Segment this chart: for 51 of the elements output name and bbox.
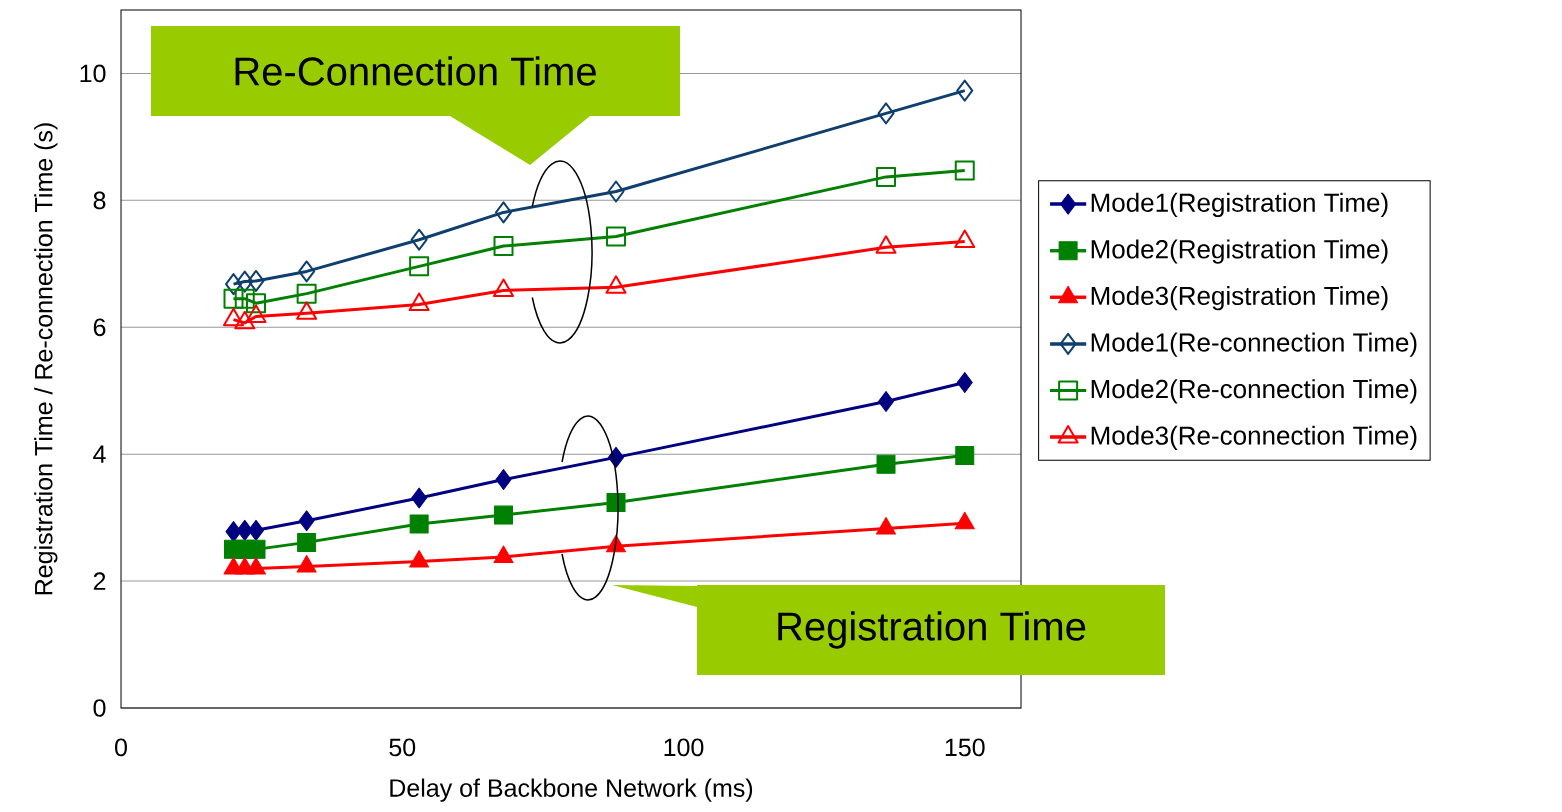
point	[956, 371, 973, 393]
point	[606, 226, 627, 247]
x-tick-label: 50	[389, 738, 416, 757]
point	[493, 236, 514, 257]
point	[956, 79, 974, 102]
point	[236, 519, 253, 541]
point	[409, 256, 430, 277]
point	[876, 454, 896, 474]
point	[494, 505, 514, 525]
point	[495, 469, 512, 491]
point	[246, 539, 266, 559]
point	[410, 228, 428, 251]
point	[955, 445, 975, 465]
x-tick-label: 150	[945, 738, 985, 757]
y-tick-label: 10	[80, 64, 106, 83]
y-tick-label: 8	[93, 191, 106, 210]
point	[878, 391, 895, 413]
point	[298, 260, 316, 283]
legend-label: Mode2(Registration Time)	[1091, 239, 1388, 264]
point	[411, 487, 428, 509]
annotation: Re-Connection Time	[235, 56, 596, 86]
point	[607, 180, 625, 203]
point	[495, 201, 513, 224]
point	[236, 270, 254, 293]
annotation: Registration Time	[778, 611, 1086, 649]
point	[246, 293, 267, 314]
y-axis-title: Registration Time / Re-connection Time (s)	[34, 123, 58, 595]
y-tick-label: 6	[93, 318, 106, 337]
y-tick-label: 2	[93, 572, 106, 590]
point	[234, 288, 255, 309]
y-tick-label: 0	[93, 699, 106, 717]
point	[296, 283, 317, 304]
legend-label: Mode3(Re-connection Time)	[1091, 425, 1417, 450]
x-axis-title: Delay of Backbone Network (ms)	[390, 778, 753, 802]
legend-label: Mode3(Registration Time)	[1091, 286, 1388, 311]
point	[225, 273, 243, 296]
point	[223, 288, 244, 309]
legend-label: Mode2(Re-connection Time)	[1091, 379, 1417, 404]
point	[876, 166, 897, 187]
x-tick-label: 0	[115, 738, 127, 757]
point	[298, 510, 315, 532]
point	[409, 514, 429, 534]
point	[877, 102, 895, 125]
x-tick-label: 100	[664, 738, 704, 757]
legend-label: Mode1(Re-connection Time)	[1091, 332, 1417, 357]
y-tick-label: 4	[93, 445, 106, 463]
point	[248, 519, 265, 541]
point	[247, 269, 265, 292]
legend-label: Mode1(Registration Time)	[1091, 192, 1388, 218]
point	[297, 532, 317, 552]
point	[954, 160, 975, 181]
